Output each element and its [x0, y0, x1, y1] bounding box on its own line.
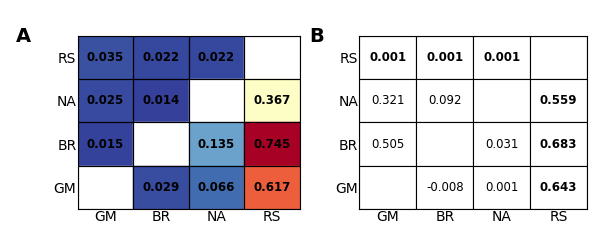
Bar	[78, 166, 133, 209]
Bar	[416, 166, 473, 209]
Bar	[78, 36, 133, 79]
Text: 0.001: 0.001	[426, 51, 463, 64]
Text: 0.015: 0.015	[87, 138, 124, 150]
Text: 0.559: 0.559	[540, 94, 577, 107]
Text: -0.008: -0.008	[426, 181, 464, 194]
Text: B: B	[309, 27, 324, 46]
Text: 0.066: 0.066	[198, 181, 235, 194]
Bar	[189, 166, 244, 209]
Bar	[473, 122, 530, 166]
Text: 0.367: 0.367	[253, 94, 291, 107]
Bar	[530, 166, 587, 209]
Bar	[359, 79, 416, 122]
Bar	[189, 122, 244, 166]
Text: 0.022: 0.022	[198, 51, 235, 64]
Bar	[133, 36, 189, 79]
Bar	[78, 79, 133, 122]
Text: 0.014: 0.014	[143, 94, 180, 107]
Bar	[244, 36, 300, 79]
Bar	[189, 36, 244, 79]
Bar	[133, 36, 189, 79]
Bar	[189, 36, 244, 79]
Bar	[133, 122, 189, 166]
Bar	[359, 122, 416, 166]
Bar	[244, 79, 300, 122]
Bar	[416, 79, 473, 122]
Text: 0.022: 0.022	[143, 51, 180, 64]
Bar	[78, 122, 133, 166]
Bar	[530, 36, 587, 79]
Bar	[244, 166, 300, 209]
Bar	[530, 122, 587, 166]
Bar	[189, 79, 244, 122]
Bar	[416, 122, 473, 166]
Bar	[359, 166, 416, 209]
Bar	[133, 122, 189, 166]
Text: 0.092: 0.092	[428, 94, 461, 107]
Bar	[133, 166, 189, 209]
Text: 0.001: 0.001	[485, 181, 518, 194]
Text: 0.035: 0.035	[87, 51, 124, 64]
Text: 0.025: 0.025	[87, 94, 124, 107]
Text: 0.001: 0.001	[483, 51, 520, 64]
Bar	[473, 166, 530, 209]
Text: 0.643: 0.643	[540, 181, 577, 194]
Text: 0.135: 0.135	[198, 138, 235, 150]
Text: 0.001: 0.001	[370, 51, 406, 64]
Bar	[244, 166, 300, 209]
Text: 0.505: 0.505	[371, 138, 404, 150]
Text: 0.029: 0.029	[143, 181, 180, 194]
Bar	[530, 79, 587, 122]
Bar	[244, 122, 300, 166]
Bar	[473, 36, 530, 79]
Bar	[133, 79, 189, 122]
Text: 0.321: 0.321	[371, 94, 404, 107]
Bar	[133, 166, 189, 209]
Bar	[189, 166, 244, 209]
Text: 0.617: 0.617	[253, 181, 291, 194]
Bar	[189, 79, 244, 122]
Bar	[78, 122, 133, 166]
Bar	[189, 122, 244, 166]
Bar	[244, 79, 300, 122]
Text: 0.031: 0.031	[485, 138, 518, 150]
Bar	[133, 79, 189, 122]
Text: 0.683: 0.683	[540, 138, 577, 150]
Text: A: A	[16, 27, 31, 46]
Bar	[244, 122, 300, 166]
Bar	[416, 36, 473, 79]
Bar	[244, 36, 300, 79]
Bar	[78, 36, 133, 79]
Bar	[78, 166, 133, 209]
Bar	[78, 79, 133, 122]
Text: 0.745: 0.745	[253, 138, 291, 150]
Bar	[359, 36, 416, 79]
Bar	[473, 79, 530, 122]
